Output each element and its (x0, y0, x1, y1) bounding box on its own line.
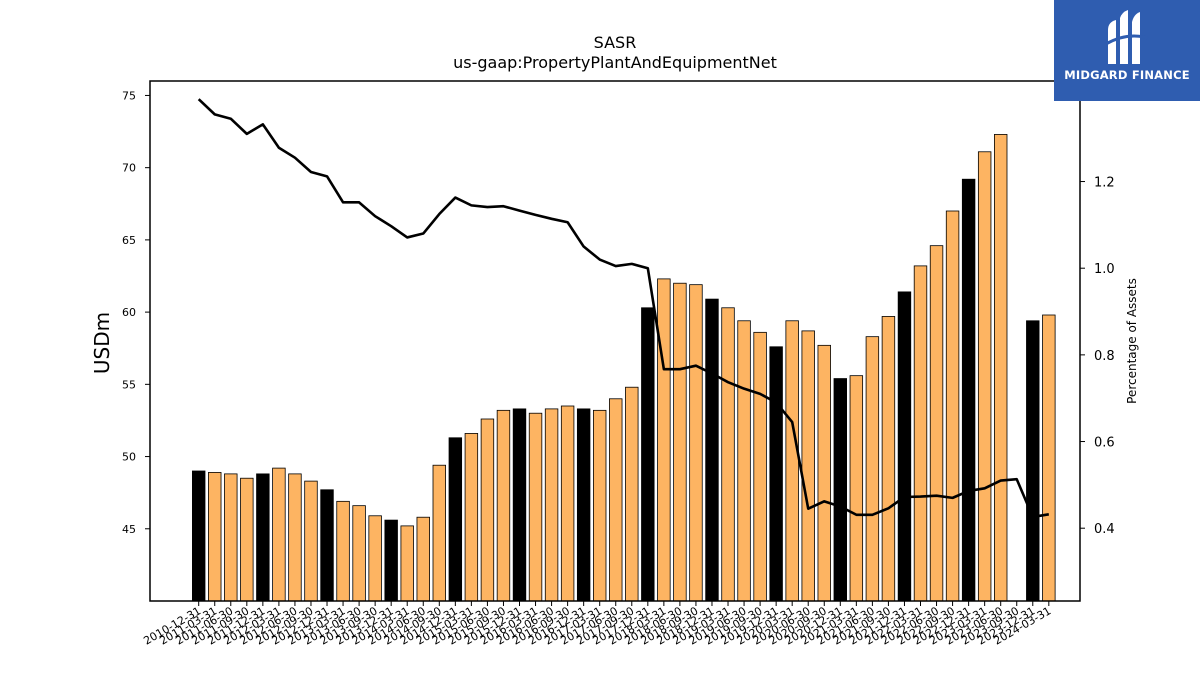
bar (913, 265, 928, 602)
bar (512, 408, 527, 602)
bar (448, 437, 463, 602)
bar (689, 284, 703, 602)
bar (528, 412, 543, 602)
bar (464, 433, 479, 602)
bar (977, 151, 992, 602)
bar (705, 298, 719, 602)
bar (833, 378, 848, 602)
chart-subtitle: us-gaap:PropertyPlantAndEquipmentNet (453, 53, 777, 72)
bar (544, 408, 559, 602)
bar (769, 346, 783, 602)
y-axis-label: USDm (90, 312, 114, 374)
midgard-logo-icon (1105, 10, 1149, 64)
plot-frame (149, 80, 1081, 602)
bar (609, 398, 623, 602)
bar (881, 316, 896, 602)
bar (721, 307, 735, 602)
bar (576, 408, 591, 602)
bar (753, 331, 767, 602)
bar (849, 375, 864, 602)
chart-title: SASR (594, 33, 637, 52)
y-tick-label: 45 (122, 523, 136, 536)
bar (224, 473, 238, 602)
bar (945, 210, 960, 602)
brand-logo: MIDGARD FINANCE (1054, 0, 1200, 101)
bar (480, 418, 495, 602)
bar (1042, 314, 1056, 602)
y-tick-label: 60 (122, 306, 136, 319)
y2-tick-label: 0.8 (1094, 349, 1115, 364)
y2-tick-label: 0.6 (1094, 436, 1115, 451)
y-tick-label: 50 (122, 451, 136, 464)
bar (496, 409, 511, 602)
y2-tick-label: 1.2 (1094, 176, 1115, 191)
bar (368, 515, 382, 602)
bar (897, 291, 912, 602)
bar (400, 525, 414, 602)
y-tick-label: 55 (122, 378, 136, 391)
bar (737, 320, 751, 602)
y-tick-label: 65 (122, 234, 136, 247)
x-axis: 2010-12-312011-03-312011-06-302011-09-30… (141, 601, 1053, 648)
bar (432, 464, 447, 602)
left-axis: 45 50 55 60 65 70 75 (122, 89, 150, 536)
bar (673, 282, 687, 602)
bar (625, 386, 639, 602)
right-axis: 0.40.60.81.01.21.4 (1080, 89, 1115, 537)
line-series (197, 98, 1050, 519)
bar-series (191, 134, 1056, 602)
bar (336, 500, 350, 602)
bar (304, 480, 318, 602)
y-tick-label: 75 (122, 89, 136, 102)
bar (961, 178, 976, 602)
bar (1026, 320, 1040, 602)
bar (208, 472, 222, 602)
y-tick-label: 70 (122, 162, 136, 175)
y2-tick-label: 1.0 (1094, 262, 1115, 277)
y2-tick-label: 0.4 (1094, 522, 1115, 537)
bar (560, 405, 575, 602)
bar (384, 519, 398, 602)
bar (352, 505, 366, 602)
bar (641, 307, 655, 602)
bar (817, 344, 831, 602)
bar (256, 473, 270, 602)
bar (929, 245, 944, 602)
bar (416, 516, 430, 602)
bar (593, 409, 607, 602)
bar (657, 278, 671, 602)
bar (191, 470, 206, 602)
bar (320, 489, 334, 602)
bar (272, 467, 286, 602)
bar (801, 330, 815, 602)
bar (288, 473, 302, 602)
assets-percentage-line (197, 98, 1050, 519)
bar (240, 477, 254, 602)
brand-name: MIDGARD FINANCE (1064, 68, 1190, 82)
bar (994, 134, 1008, 602)
y2-axis-label: Percentage of Assets (1125, 278, 1139, 404)
bar (785, 320, 799, 602)
bar (865, 336, 880, 602)
